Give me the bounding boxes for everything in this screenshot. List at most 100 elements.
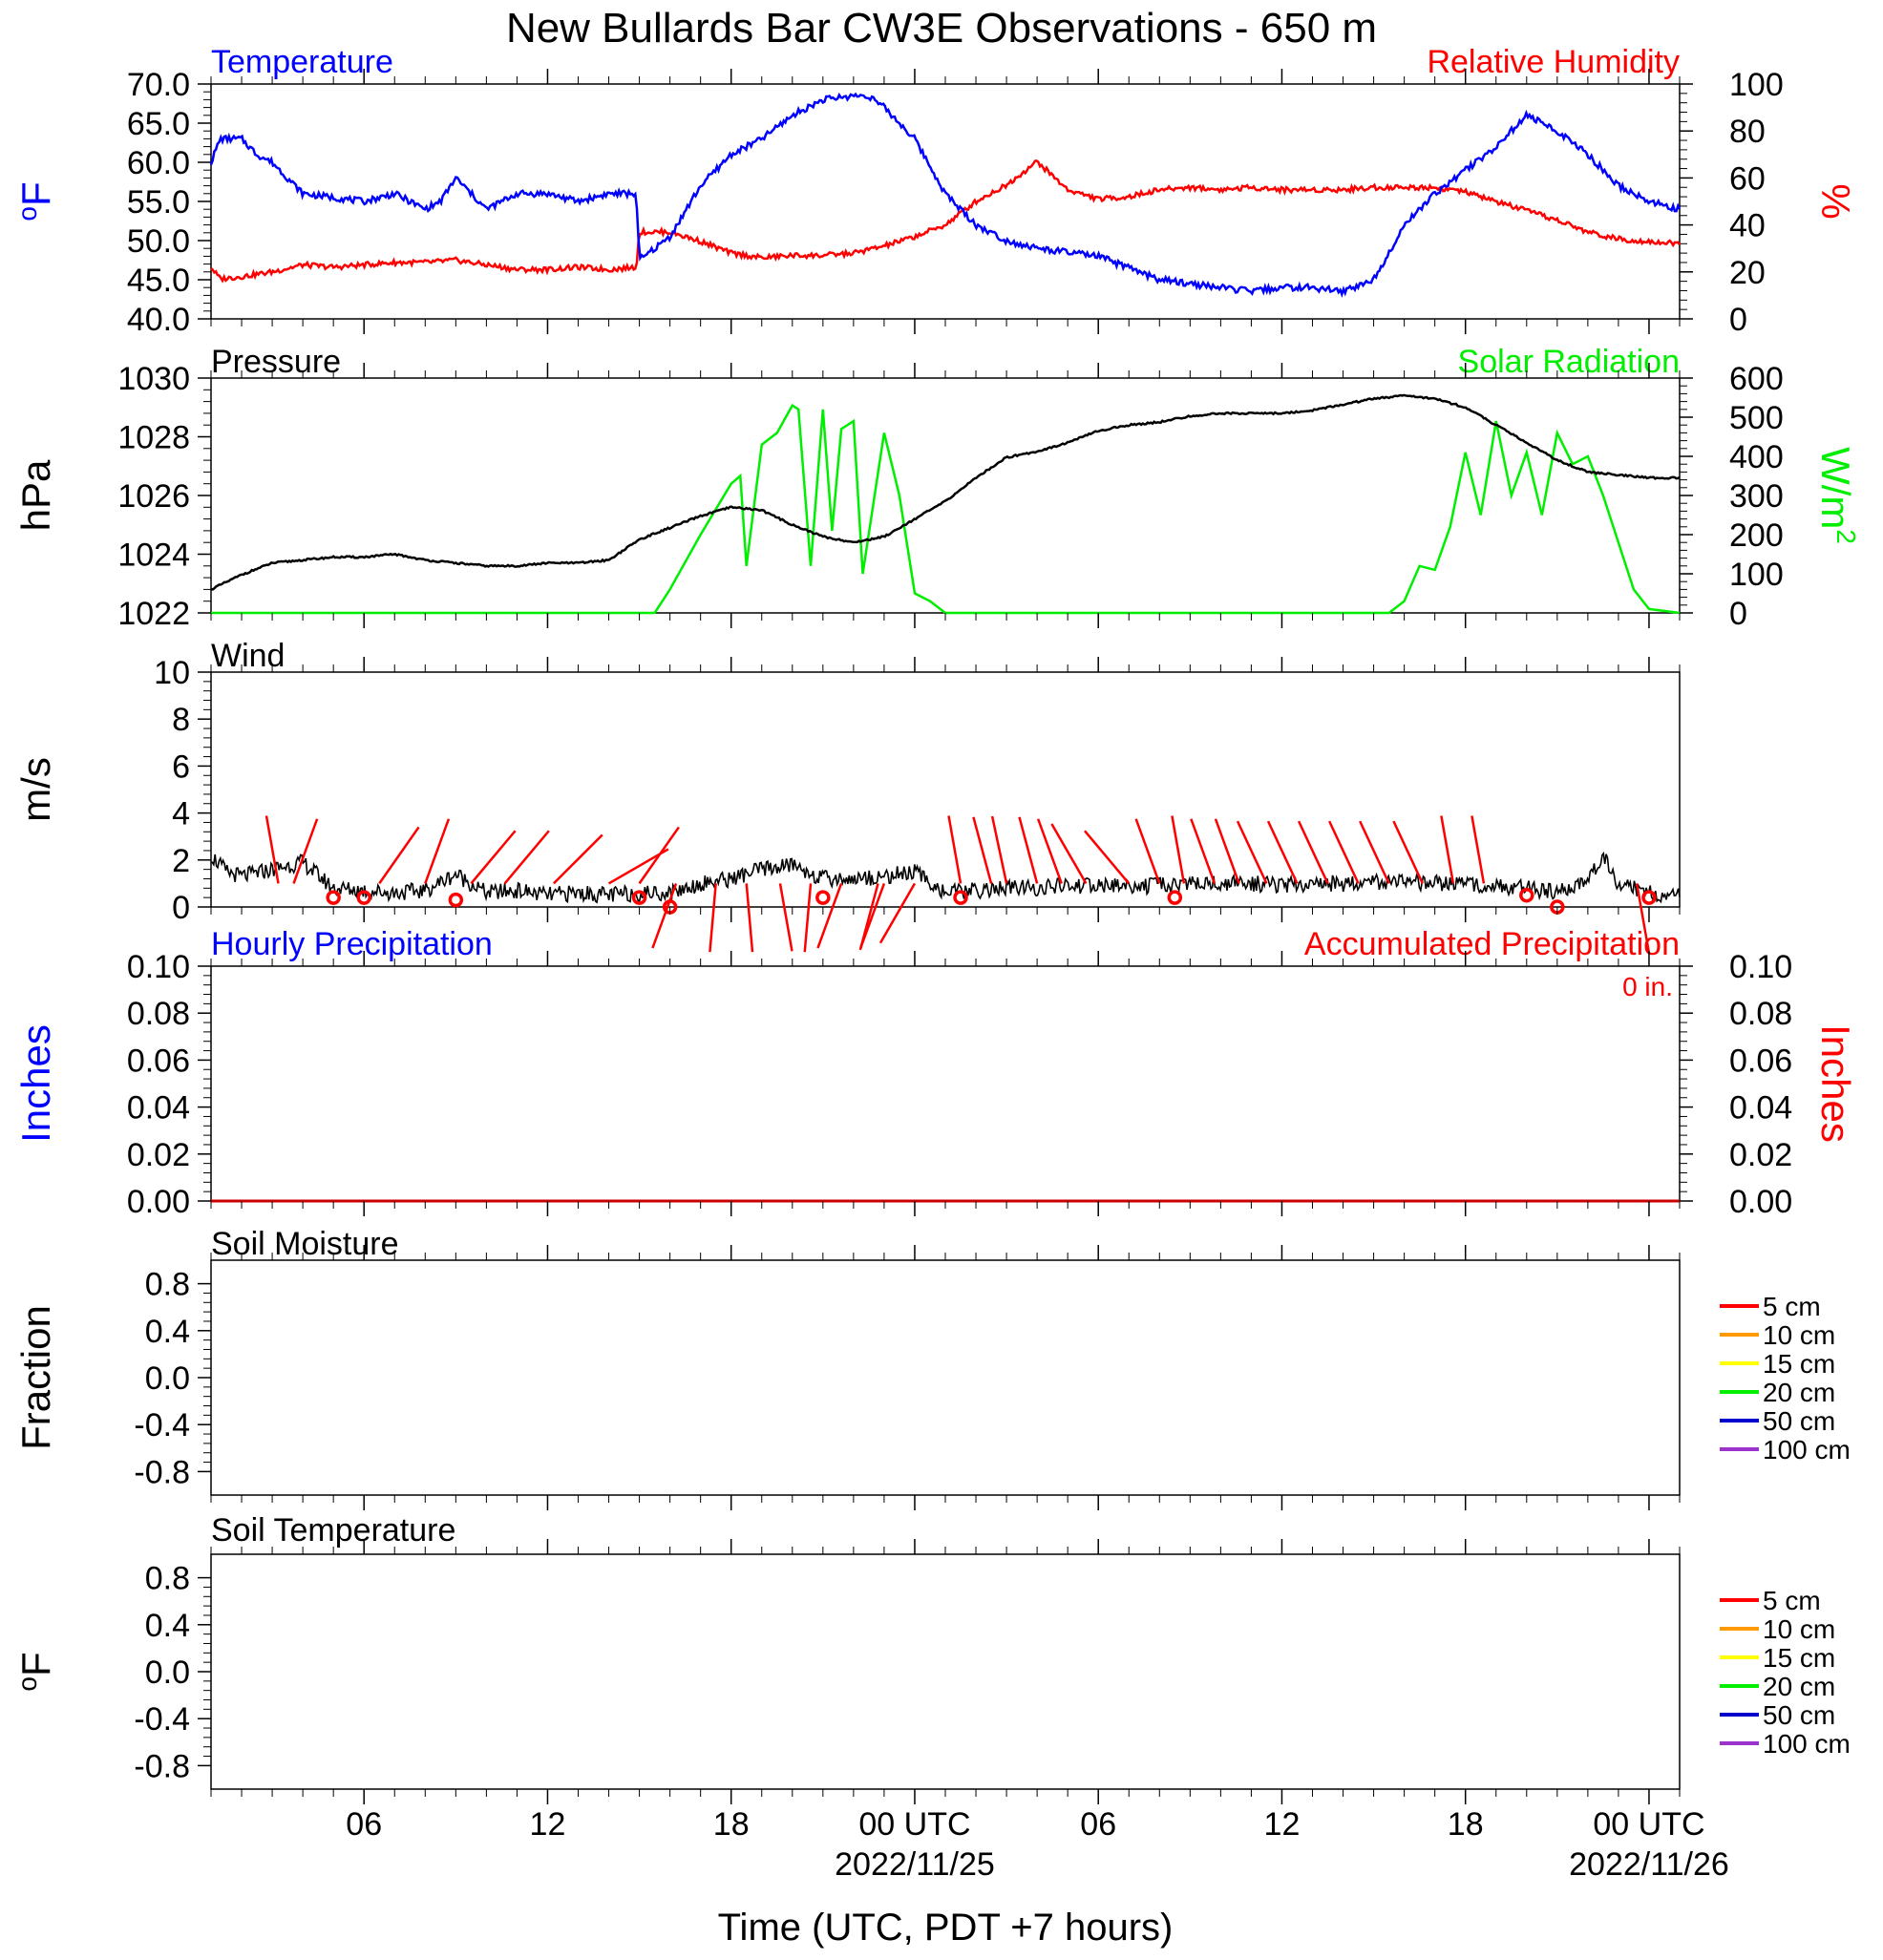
- pressure-line: [210, 393, 1681, 591]
- y-tick-label: 6: [172, 748, 190, 785]
- y-tick-label: 0.06: [1729, 1043, 1792, 1079]
- legend-label: 15 cm: [1763, 1643, 1835, 1673]
- y-tick-label: 0.10: [1729, 949, 1792, 985]
- panel-frame: [210, 1553, 1681, 1790]
- panel-soil-moisture: Soil Moisture Fraction -0.8 -0.4 0.0 0.4 0.8…: [13, 1226, 1851, 1496]
- soil-moisture-title: Soil Moisture: [211, 1226, 399, 1262]
- wind-barb: [292, 818, 319, 884]
- y-tick-label: 80: [1729, 114, 1766, 150]
- calm-wind-circle: [1641, 890, 1657, 905]
- wind-barb: [1392, 820, 1424, 884]
- soil-moisture-unit: Fraction: [13, 1305, 58, 1450]
- wind-barb: [709, 883, 717, 953]
- panel-precipitation: Hourly Precipitation Accumulated Precipi…: [13, 926, 1858, 1220]
- solar-unit: W/m2: [1813, 447, 1861, 544]
- x-tick-label: 06: [346, 1806, 382, 1843]
- x-tick-label: 12: [1264, 1806, 1301, 1843]
- wind-speed-line: [210, 851, 1681, 904]
- precip-left-yticks: 0.00 0.02 0.04 0.06 0.08 0.10: [127, 949, 211, 1220]
- legend-label: 100 cm: [1763, 1435, 1851, 1465]
- legend-label: 100 cm: [1763, 1729, 1851, 1759]
- y-tick-label: 45.0: [127, 263, 190, 299]
- panel-soil-temperature: Soil Temperature oF -0.8 -0.4 0.0 0.4 0.8 5 …: [12, 1512, 1851, 1790]
- wind-barb: [990, 815, 1008, 884]
- legend-label: 5 cm: [1763, 1586, 1821, 1615]
- wind-barb: [424, 818, 451, 884]
- wind-barb: [972, 816, 993, 884]
- wind-barb: [803, 883, 813, 953]
- panel-frame: [210, 965, 1681, 1202]
- accum-precip-unit: Inches: [1813, 1024, 1858, 1143]
- y-tick-label: 0: [1729, 302, 1747, 338]
- precip-right-yticks: 0.00 0.02 0.04 0.06 0.08 0.10: [1680, 949, 1792, 1220]
- x-axis-label: Time (UTC, PDT +7 hours): [718, 1907, 1174, 1949]
- panel-frame: [210, 377, 1681, 614]
- temperature-unit: oF: [12, 181, 58, 221]
- y-tick-label: 0.0: [145, 1654, 190, 1691]
- y-tick-label: 500: [1729, 400, 1784, 436]
- panel-pressure-solar: Pressure Solar Radiation hPa W/m2 102210…: [13, 344, 1861, 632]
- y-tick-label: 8: [172, 702, 190, 738]
- y-tick-label: 0.04: [1729, 1090, 1792, 1127]
- calm-wind-circle: [1519, 887, 1534, 903]
- soil-temperature-yticks: -0.8 -0.4 0.0 0.4 0.8: [134, 1561, 211, 1784]
- superscript-2: 2: [1831, 529, 1861, 544]
- degree-o: o: [12, 206, 42, 221]
- humidity-title: Relative Humidity: [1427, 44, 1680, 80]
- humidity-yticks: 0 20 40 60 80 100: [1680, 67, 1784, 338]
- legend-label: 50 cm: [1763, 1406, 1835, 1436]
- wind-barb: [745, 883, 754, 953]
- wind-barb: [1036, 818, 1063, 884]
- y-tick-label: 200: [1729, 517, 1784, 554]
- figure-title: New Bullards Bar CW3E Observations - 650…: [506, 5, 1377, 52]
- y-tick-label: 0.0: [145, 1360, 190, 1397]
- wind-barb: [1635, 883, 1650, 952]
- legend-label: 10 cm: [1763, 1320, 1835, 1350]
- pressure-title: Pressure: [211, 344, 341, 380]
- wind-barb: [816, 882, 843, 949]
- x-tick-label: 12: [530, 1806, 566, 1843]
- wind-barb: [1359, 820, 1390, 884]
- y-tick-label: 0.4: [145, 1608, 190, 1644]
- hourly-precip-title: Hourly Precipitation: [211, 926, 493, 962]
- wind-barb: [1328, 820, 1360, 884]
- y-tick-label: 0.4: [145, 1314, 190, 1350]
- hourly-precip-unit: Inches: [13, 1024, 58, 1143]
- wind-barb: [947, 815, 963, 884]
- y-tick-label: 0: [1729, 596, 1747, 632]
- x-tick-date: 2022/11/26: [1569, 1846, 1729, 1883]
- y-tick-label: 400: [1729, 439, 1784, 475]
- wind-barb: [1084, 830, 1131, 885]
- y-tick-label: 1022: [117, 596, 190, 632]
- calm-wind-circle: [631, 890, 647, 905]
- wind-barb: [1171, 815, 1186, 884]
- y-tick-label: 0.08: [127, 996, 190, 1032]
- x-tick-label: 18: [713, 1806, 750, 1843]
- y-tick-label: 60.0: [127, 145, 190, 181]
- soil-moisture-yticks: -0.8 -0.4 0.0 0.4 0.8: [134, 1267, 211, 1490]
- accum-precip-total: 0 in.: [1622, 972, 1673, 1001]
- wind-barb: [1470, 815, 1486, 884]
- calm-wind-circle: [953, 890, 968, 905]
- legend-label: 50 cm: [1763, 1700, 1835, 1730]
- soil-temperature-unit: oF: [12, 1652, 58, 1691]
- legend-label: 5 cm: [1763, 1292, 1821, 1321]
- wind-unit: m/s: [13, 757, 58, 822]
- y-tick-label: 70.0: [127, 67, 190, 103]
- y-tick-label: 0.8: [145, 1561, 190, 1597]
- pressure-solar-series: [210, 393, 1681, 615]
- wind-barb: [503, 830, 550, 885]
- y-tick-label: 0.8: [145, 1267, 190, 1303]
- legend-label: 20 cm: [1763, 1378, 1835, 1407]
- temp-rh-series: [209, 92, 1682, 299]
- legend-label: 15 cm: [1763, 1349, 1835, 1379]
- wind-barb: [378, 826, 420, 885]
- x-tick-label: 06: [1080, 1806, 1116, 1843]
- y-tick-label: 100: [1729, 557, 1784, 593]
- y-tick-label: 0.02: [127, 1137, 190, 1173]
- panel-frame: [210, 671, 1681, 908]
- y-tick-label: 1028: [117, 420, 190, 456]
- wind-barb: [778, 883, 793, 952]
